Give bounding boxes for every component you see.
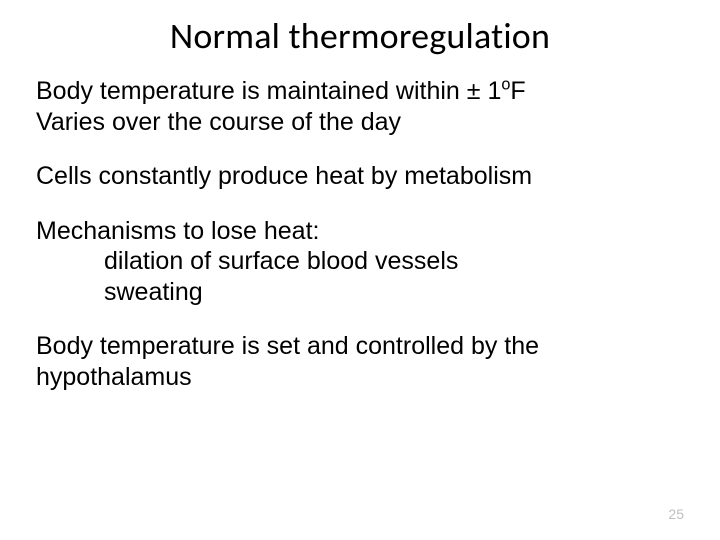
body-line: Cells constantly produce heat by metabol… (36, 161, 684, 192)
paragraph-1: Body temperature is maintained within ± … (36, 76, 684, 137)
body-line: Mechanisms to lose heat: (36, 216, 684, 247)
body-subline: sweating (36, 277, 684, 308)
body-line: hypothalamus (36, 362, 684, 393)
paragraph-3: Mechanisms to lose heat: dilation of sur… (36, 216, 684, 308)
paragraph-2: Cells constantly produce heat by metabol… (36, 161, 684, 192)
slide-title: Normal thermoregulation (0, 0, 720, 76)
paragraph-4: Body temperature is set and controlled b… (36, 331, 684, 392)
text-fragment: Body temperature is maintained within ± … (36, 77, 501, 105)
page-number: 25 (668, 506, 684, 522)
slide: Normal thermoregulation Body temperature… (0, 0, 720, 540)
body-subline: dilation of surface blood vessels (36, 246, 684, 277)
body-line: Body temperature is maintained within ± … (36, 76, 684, 107)
slide-body: Body temperature is maintained within ± … (0, 76, 720, 392)
text-fragment: F (510, 77, 525, 105)
body-line: Body temperature is set and controlled b… (36, 331, 684, 362)
body-line: Varies over the course of the day (36, 107, 684, 138)
